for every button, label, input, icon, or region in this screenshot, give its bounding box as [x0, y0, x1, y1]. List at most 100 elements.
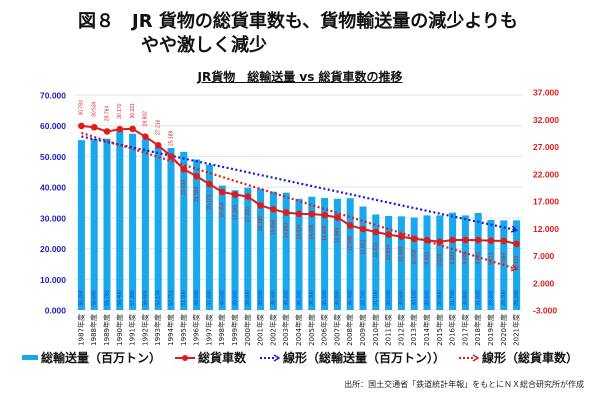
right-axis-tick-label: 12.000 [533, 224, 559, 234]
line-value-label: 22.818 [181, 179, 187, 195]
legend-dotted-arrow-swatch [260, 353, 280, 362]
line-value-label: 14.634 [296, 224, 302, 240]
bar [231, 190, 239, 310]
bar-value-label: 49.000 [194, 290, 200, 306]
right-axis-tick-label: 27.000 [533, 142, 559, 152]
bar [308, 196, 316, 310]
line-point [295, 210, 303, 218]
line-value-label: 28.802 [143, 111, 149, 127]
line-point [218, 188, 226, 196]
left-axis-tick-label: 0.000 [45, 306, 67, 316]
legend: 総輸送量（百万トン） 総貨車数 線形（総輸送量（百万トン）） 線形（総貨車数） [20, 349, 580, 366]
line-point [231, 191, 239, 198]
line-value-label: 30.783 [79, 100, 85, 116]
bar [513, 220, 521, 310]
bar [205, 164, 213, 310]
legend-dotted-arrow-swatch [459, 353, 480, 362]
bar [333, 198, 341, 310]
line-point [474, 236, 482, 244]
bar-value-label: 30.600 [386, 290, 392, 306]
x-axis-tick-label: 1996年度 [192, 314, 201, 346]
x-axis-tick-label: 2015年度 [435, 314, 444, 346]
left-axis: 0.000 10.000 20.000 30.000 40.000 50.000 60.00… [40, 91, 66, 316]
line-value-label: 9.833 [450, 252, 456, 265]
line-point [270, 206, 277, 213]
line-value-label: 9.714 [488, 252, 494, 265]
line-value-label: 14.404 [322, 225, 328, 241]
x-axis-tick-label: 1994年度 [166, 314, 175, 346]
line-value-label: 9.832 [476, 252, 482, 265]
bar-value-label: 30.800 [437, 290, 443, 306]
legend-line-marker-swatch [174, 354, 195, 361]
bar [359, 206, 367, 310]
line-value-label: 30.534 [92, 101, 98, 117]
bar [423, 215, 431, 310]
line-value-label: 21.548 [194, 186, 200, 202]
x-axis-tick-label: 2016年度 [448, 314, 457, 346]
line-point [462, 236, 469, 244]
x-axis-tick-label: 2014年度 [422, 314, 431, 346]
bar-value-label: 36.400 [348, 290, 354, 306]
line-point [206, 180, 213, 188]
x-axis-tick-label: 2005年度 [307, 314, 316, 346]
trendline-transport-arrowhead [510, 225, 519, 233]
x-axis-tick-label: 2017年度 [460, 314, 469, 346]
bar [257, 188, 265, 310]
bar [141, 139, 149, 310]
bar-value-label: 36.200 [335, 290, 341, 306]
line-point [359, 225, 367, 233]
line-value-label: 27.216 [156, 119, 162, 135]
bar-series [77, 130, 521, 310]
bar [397, 216, 405, 310]
x-axis-tick-label: 1993年度 [153, 314, 162, 346]
bar-value-label: 57.390 [130, 290, 136, 306]
line-value-label: 18.654 [220, 202, 226, 218]
line-point [513, 240, 520, 248]
line-point [103, 128, 111, 135]
bar-value-label: 39.800 [245, 290, 251, 306]
line-value-label: 16.185 [258, 216, 264, 232]
x-axis-tick-label: 1998年度 [217, 314, 226, 346]
line-point [180, 165, 188, 173]
bar [269, 191, 277, 310]
bar-value-label: 29.300 [488, 290, 494, 306]
line-point [257, 202, 264, 209]
x-axis-tick-label: 1988年度 [89, 314, 98, 346]
x-axis-tick-label: 1989年度 [102, 314, 111, 346]
bar [461, 215, 469, 310]
right-axis-tick-label: 22.000 [533, 169, 559, 179]
legend-item-total-wagons: 総貨車数 [174, 349, 246, 366]
x-axis-tick-label: 2010年度 [371, 314, 380, 346]
line-value-label: 13.985 [335, 228, 341, 244]
bar [372, 214, 380, 310]
bar [103, 138, 111, 310]
bar [474, 212, 482, 310]
bar-value-label: 58.400 [117, 290, 123, 306]
bar-value-label: 39.000 [232, 290, 238, 306]
x-axis-tick-label: 2012年度 [396, 314, 405, 346]
x-axis-tick-label: 2011年度 [384, 314, 393, 346]
line-point [334, 214, 341, 221]
line-point [78, 122, 85, 130]
bar-value-label: 55.603 [143, 290, 149, 306]
line-point [372, 228, 380, 236]
line-point [410, 235, 418, 243]
bar-value-label: 51.500 [181, 290, 187, 306]
line-value-label: 10.039 [412, 249, 418, 265]
line-value-label: 10.468 [399, 247, 405, 263]
bar [346, 198, 354, 310]
legend-item-trend-wagons: 線形（総貨車数） [459, 349, 578, 366]
x-axis-tick-label: 2021年度 [512, 314, 521, 346]
line-value-label: 10.834 [386, 245, 392, 261]
line-value-label: 29.764 [104, 106, 110, 122]
left-axis-tick-label: 30.000 [40, 213, 66, 223]
figure-title-line2: やや激しく減少 [141, 35, 267, 56]
source-note: 出所：国土交通省「鉄道統計年報」をもとにＮＸ総合研究所が作成 [344, 380, 584, 389]
line-value-label: 18.185 [232, 205, 238, 221]
line-point [167, 153, 175, 160]
right-axis-tick-label: 32.000 [533, 115, 559, 125]
trendline-wagons-arrowhead [510, 264, 518, 272]
bar-value-label: 53.178 [156, 290, 162, 306]
line-point [154, 142, 162, 149]
line-value-label: 15.456 [271, 220, 277, 236]
